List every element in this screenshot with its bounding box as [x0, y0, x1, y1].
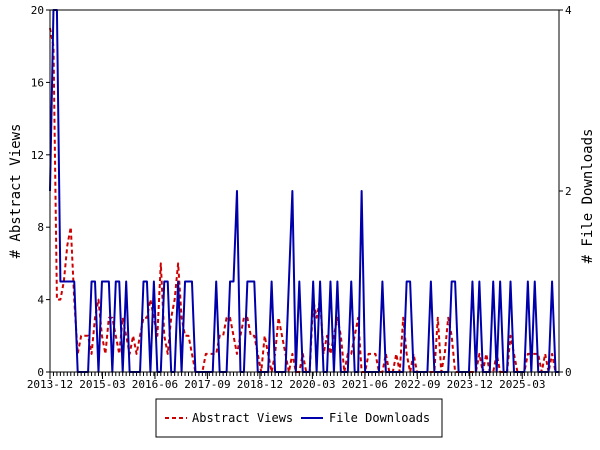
x-tick-label: 2022-09: [394, 378, 440, 391]
y-axis-left-title: # Abstract Views: [8, 124, 24, 259]
legend-label-file-downloads: File Downloads: [329, 411, 430, 425]
x-tick-label: 2013-12: [27, 378, 73, 391]
y-left-tick-label: 8: [37, 221, 44, 234]
x-tick-label: 2020-03: [289, 378, 335, 391]
series-line-abstract-views: [49, 27, 559, 373]
y-right-tick-label: 0: [565, 366, 572, 379]
y-left-tick-label: 4: [37, 294, 44, 307]
x-tick-label: 2021-06: [342, 378, 388, 391]
y-axis-right-title: # File Downloads: [580, 129, 596, 264]
x-tick-label: 2017-09: [184, 378, 230, 391]
x-tick-label: 2023-12: [447, 378, 493, 391]
x-tick-label: 2016-06: [132, 378, 178, 391]
y-left-tick-label: 16: [31, 76, 44, 89]
legend-box: [155, 398, 443, 438]
x-tick-label: 2015-03: [79, 378, 125, 391]
y-left-tick-label: 0: [37, 366, 44, 379]
left-axis: 0 4 8 12 16 20: [31, 4, 50, 379]
x-axis: 2013-12 2015-03 2016-06 2017-09 2018-12 2020-…: [27, 372, 560, 391]
y-left-tick-label: 12: [31, 149, 44, 162]
x-tick-label: 2025-03: [499, 378, 545, 391]
y-right-tick-label: 2: [565, 185, 572, 198]
legend: Abstract Views File Downloads: [155, 398, 443, 438]
y-left-tick-label: 20: [31, 4, 44, 17]
x-tick-label: 2018-12: [237, 378, 283, 391]
legend-label-abstract-views: Abstract Views: [192, 411, 293, 425]
y-right-tick-label: 4: [565, 4, 572, 17]
right-axis: 0 2 4: [559, 4, 572, 379]
